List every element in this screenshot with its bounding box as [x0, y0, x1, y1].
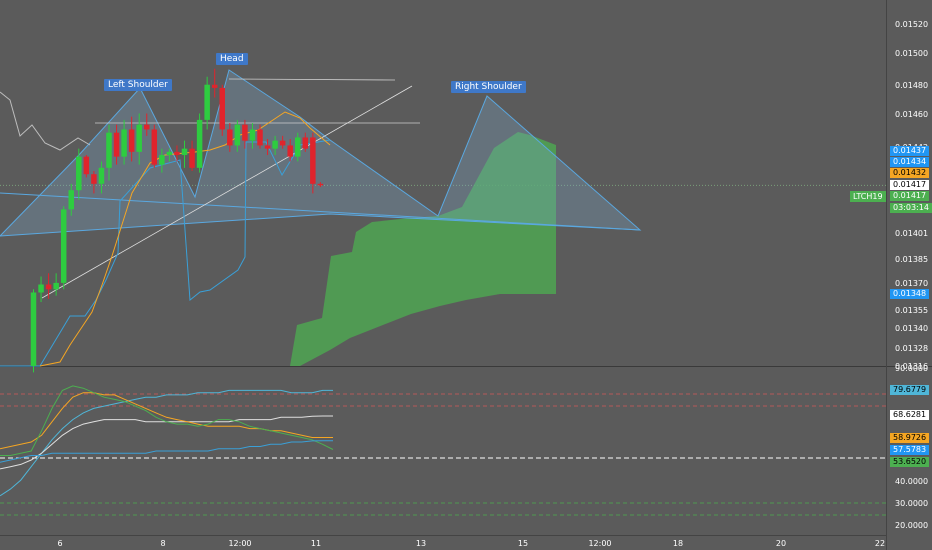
- time-tick-label: 22: [875, 539, 885, 548]
- ind-badge-2: 68.6281: [890, 410, 930, 420]
- candle-body: [181, 148, 188, 156]
- candle-body: [287, 145, 293, 157]
- ind-badge-4: 57.5783: [890, 445, 930, 455]
- ichimoku-cloud: [290, 132, 556, 366]
- candle-body: [68, 190, 74, 210]
- indicator-tick-label: 20.0000: [895, 521, 928, 530]
- candle-body: [60, 209, 67, 283]
- price-tick-label: 0.01500: [895, 49, 928, 58]
- candle-body: [151, 129, 158, 165]
- time-tick-label: 12:00: [228, 539, 251, 548]
- head-level-line: [228, 78, 396, 81]
- price-tick-label: 0.01401: [895, 229, 928, 238]
- time-tick-label: 15: [518, 539, 528, 548]
- chikou-line: [0, 91, 91, 151]
- price-badge-1: 0.01437: [890, 146, 930, 156]
- candle-body: [242, 124, 248, 141]
- candle-body: [159, 155, 165, 165]
- candle-body: [113, 132, 120, 157]
- candle-body: [302, 137, 309, 149]
- label-left-shoulder: Left Shoulder: [104, 79, 172, 91]
- price-badge-6: 0.01348: [890, 289, 930, 299]
- price-badge-3: 0.01432: [890, 168, 930, 178]
- tenkan-line: [39, 111, 331, 367]
- symbol-tag: LTCH19: [850, 191, 886, 202]
- price-badge-2: 0.01434: [890, 157, 930, 167]
- neckline: [0, 192, 641, 231]
- time-tick-label: 6: [57, 539, 62, 548]
- candle-body: [174, 151, 180, 156]
- time-tick-label: 8: [160, 539, 165, 548]
- candle-body: [211, 84, 218, 88]
- ind-badge-3: 58.9726: [890, 433, 930, 443]
- candle-body: [136, 124, 142, 152]
- indicator-tick-label: 90.0000: [895, 364, 928, 373]
- time-tick-label: 13: [416, 539, 426, 548]
- ind-badge-5: 53.6520: [890, 457, 930, 467]
- candle-body: [53, 282, 59, 290]
- price-tick-label: 0.01385: [895, 255, 928, 264]
- label-right-shoulder: Right Shoulder: [451, 81, 526, 93]
- candle-body: [91, 174, 97, 184]
- candle-body: [257, 129, 263, 146]
- candle-body: [38, 284, 44, 293]
- candle-body: [234, 124, 241, 146]
- time-tick-label: 12:00: [588, 539, 611, 548]
- indicator-series-0: [0, 389, 333, 497]
- price-tick-label: 0.01480: [895, 81, 928, 90]
- candle-body: [83, 156, 90, 175]
- label-head: Head: [216, 53, 248, 65]
- countdown-badge: 03:03:14: [890, 203, 932, 213]
- indicator-tick-label: 30.0000: [895, 499, 928, 508]
- candle-body: [106, 132, 112, 168]
- price-tick-label: 0.01520: [895, 20, 928, 29]
- candle-body: [219, 87, 225, 130]
- trendline: [41, 85, 413, 299]
- price-tick-label: 0.01460: [895, 110, 928, 119]
- candle-body: [166, 151, 173, 156]
- candle-body: [317, 183, 324, 186]
- indicator-series-3: [0, 385, 334, 456]
- candle-body: [249, 129, 256, 141]
- price-badge-4: 0.01417: [890, 180, 930, 190]
- time-tick-label: 18: [673, 539, 683, 548]
- time-tick-label: 20: [776, 539, 786, 548]
- candle-body: [279, 140, 286, 146]
- candle-body: [144, 124, 150, 130]
- price-tick-label: 0.01340: [895, 324, 928, 333]
- indicator-tick-label: 40.0000: [895, 477, 928, 486]
- indicator-series-2: [0, 392, 333, 450]
- candle-body: [295, 137, 301, 157]
- ind-badge-1: 79.6779: [890, 385, 930, 395]
- candle-body: [189, 148, 195, 168]
- price-tick-label: 0.01316: [895, 362, 928, 371]
- candle-body: [204, 84, 210, 120]
- candle-body: [196, 119, 203, 168]
- candle-body: [264, 145, 271, 149]
- candle-body: [98, 167, 105, 184]
- price-badge-5: 0.01417: [890, 191, 930, 201]
- time-tick-label: 11: [311, 539, 321, 548]
- price-tick-label: 0.01370: [895, 279, 928, 288]
- indicator-pane: [0, 367, 886, 535]
- candle-body: [76, 156, 82, 191]
- candle-body: [121, 129, 127, 157]
- indicator-series-4: [0, 440, 333, 463]
- candle-body: [45, 284, 52, 290]
- price-tick-label: 0.01355: [895, 306, 928, 315]
- candle-body: [272, 140, 278, 149]
- candle-body: [227, 129, 233, 146]
- candle-body: [310, 137, 316, 184]
- candle-body: [30, 292, 37, 366]
- price-tick-label: 0.01328: [895, 344, 928, 353]
- candle-body: [128, 129, 135, 152]
